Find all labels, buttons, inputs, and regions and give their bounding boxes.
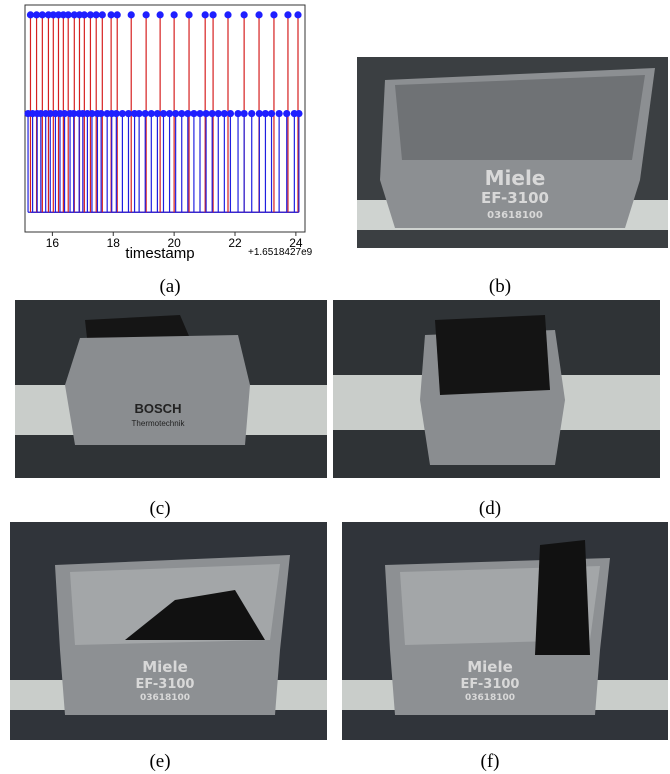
crate-code: 03618100	[140, 693, 190, 703]
caption: (b)	[489, 276, 511, 297]
stem-marker	[201, 11, 209, 19]
stem-marker	[49, 11, 57, 19]
stem-marker	[147, 109, 155, 118]
crate-model: EF-3100	[136, 677, 195, 692]
plot-frame	[24, 4, 306, 233]
stem-marker	[64, 11, 72, 19]
stem-marker	[46, 109, 54, 118]
stem-marker	[208, 109, 216, 118]
stem-marker	[224, 11, 232, 19]
stem-marker	[141, 109, 149, 118]
stem-marker	[38, 11, 46, 19]
photo-f: Miele EF-3100 03618100	[342, 522, 668, 740]
crate-code: 03618100	[465, 693, 515, 703]
stem-marker	[209, 11, 217, 19]
crate-brand: Miele	[142, 658, 188, 676]
stem-marker	[240, 109, 248, 118]
stem-marker	[124, 109, 133, 118]
stem-marker	[226, 109, 235, 118]
stem-marker	[220, 109, 228, 118]
caption: (e)	[149, 751, 170, 772]
stem-marker	[185, 11, 193, 19]
stem-marker	[275, 109, 283, 118]
stem-marker	[107, 11, 115, 19]
stem-marker	[202, 109, 210, 118]
stem-marker	[255, 109, 263, 118]
crate-brand: Miele	[467, 658, 513, 676]
stem-marker	[234, 109, 242, 118]
caption: (f)	[481, 751, 500, 772]
crate-model: EF-3100	[481, 189, 549, 207]
stem-marker	[294, 11, 302, 19]
stem-marker	[70, 109, 78, 118]
stem-marker	[284, 11, 292, 19]
stem-marker	[196, 109, 204, 118]
caption: (c)	[149, 498, 170, 519]
crate-code: 03618100	[487, 210, 543, 221]
stem-marker	[26, 11, 35, 19]
crate-model: EF-3100	[461, 677, 520, 692]
stem-marker	[112, 109, 120, 118]
crate-brand: Miele	[485, 166, 546, 190]
photo-e: Miele EF-3100 03618100	[10, 522, 327, 740]
stem-marker	[80, 11, 88, 19]
photo-c: BOSCH Thermotechnik	[15, 300, 327, 478]
stem-marker	[255, 11, 263, 19]
stem-marker	[184, 109, 192, 118]
x-offset-label: +1.6518427e9	[248, 247, 313, 258]
stem-marker	[118, 109, 126, 118]
x-tick-label: 20	[167, 236, 181, 250]
x-tick-label: 16	[46, 236, 60, 250]
stem-marker	[98, 11, 106, 19]
stem-marker	[178, 109, 186, 118]
stem-marker	[32, 11, 41, 19]
stem-marker	[127, 11, 135, 19]
stem-marker	[172, 109, 180, 118]
stem-marker	[267, 109, 276, 118]
stem-marker	[97, 109, 105, 118]
stem-marker	[113, 11, 121, 19]
stem-marker	[92, 11, 100, 19]
stem-marker	[70, 11, 78, 19]
stem-marker	[135, 109, 143, 118]
stem-marker	[270, 11, 278, 19]
stem-marker	[190, 109, 198, 118]
stem-marker	[165, 109, 174, 118]
stem-marker	[283, 109, 291, 118]
stem-marker	[159, 109, 168, 118]
stem-marker	[240, 11, 248, 19]
x-tick-label: 22	[228, 236, 242, 250]
stem-marker	[295, 109, 303, 118]
stem-marker	[60, 109, 69, 118]
crate-sub: Thermotechnik	[132, 419, 186, 428]
stem-marker	[86, 11, 95, 19]
stem-marker	[170, 11, 178, 19]
stem-marker	[156, 11, 164, 19]
caption: (d)	[479, 498, 501, 519]
photo-b: Miele EF-3100 03618100	[357, 57, 668, 248]
x-axis-label: timestamp	[125, 245, 194, 262]
photo-d	[333, 300, 660, 478]
stem-marker	[142, 11, 150, 19]
stem-marker	[248, 109, 256, 118]
stem-marker	[214, 109, 222, 118]
stem-marker	[88, 109, 96, 118]
x-tick-label: 24	[289, 236, 303, 250]
caption: (a)	[159, 276, 180, 297]
stem-marker	[153, 109, 161, 118]
crate-brand: BOSCH	[135, 401, 182, 416]
stem-marker	[261, 109, 270, 118]
x-tick-label: 18	[107, 236, 121, 250]
